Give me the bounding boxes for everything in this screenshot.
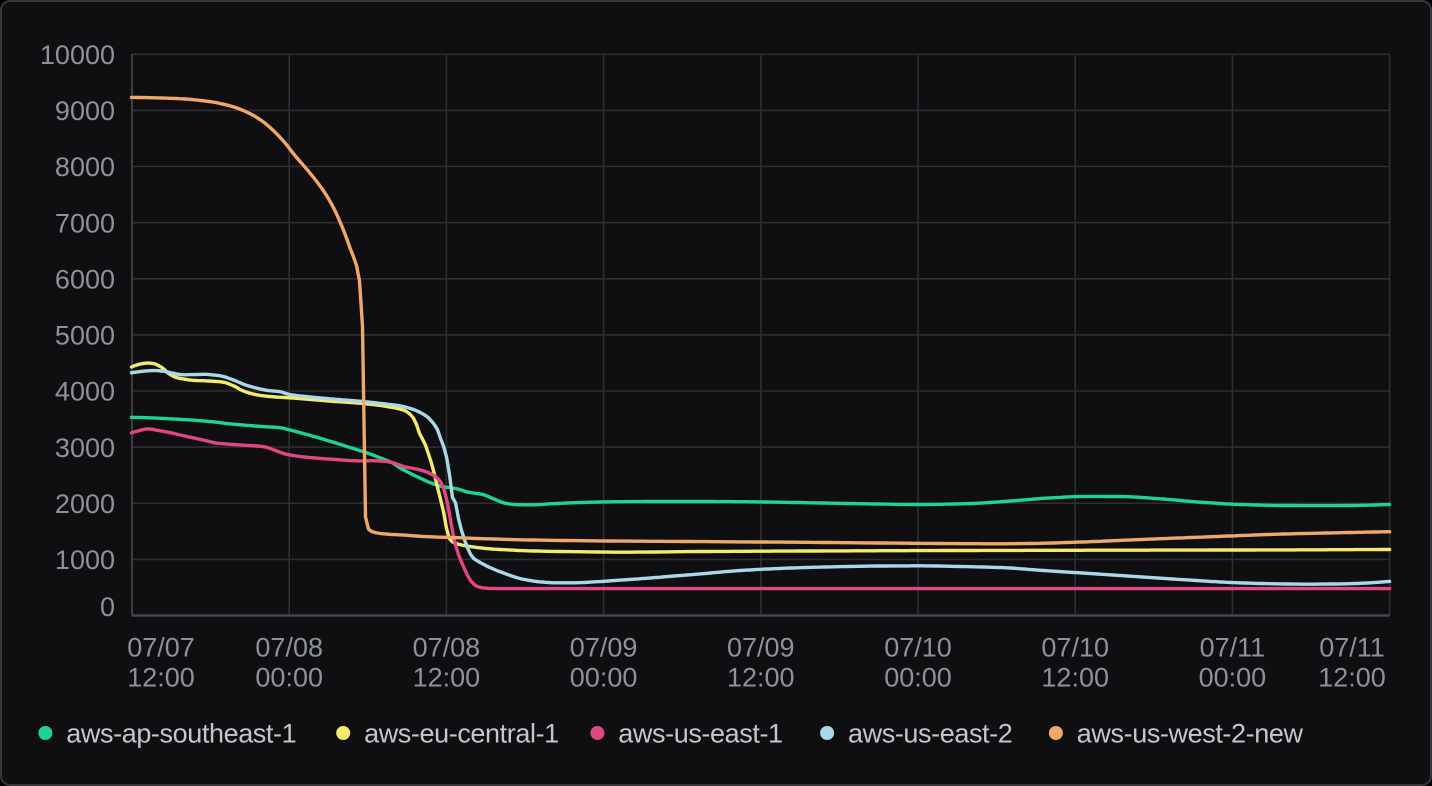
svg-text:0: 0 <box>100 592 115 622</box>
svg-text:07/11: 07/11 <box>1200 633 1266 663</box>
svg-text:07/10: 07/10 <box>884 633 952 663</box>
svg-text:12:00: 12:00 <box>1318 662 1386 692</box>
svg-text:6000: 6000 <box>55 265 115 295</box>
svg-text:12:00: 12:00 <box>127 662 195 692</box>
svg-text:5000: 5000 <box>55 321 115 351</box>
svg-text:07/10: 07/10 <box>1041 633 1109 663</box>
svg-text:07/08: 07/08 <box>413 633 481 663</box>
svg-text:aws-us-west-2-new: aws-us-west-2-new <box>1077 719 1304 749</box>
svg-text:00:00: 00:00 <box>1199 662 1267 692</box>
svg-text:07/08: 07/08 <box>255 633 323 663</box>
svg-text:12:00: 12:00 <box>413 662 481 692</box>
svg-text:07/09: 07/09 <box>727 633 795 663</box>
svg-text:12:00: 12:00 <box>1041 662 1109 692</box>
svg-text:aws-us-east-2: aws-us-east-2 <box>848 719 1012 749</box>
svg-text:07/07: 07/07 <box>127 633 195 663</box>
svg-text:4000: 4000 <box>55 377 115 407</box>
svg-text:00:00: 00:00 <box>255 662 323 692</box>
svg-text:aws-us-east-1: aws-us-east-1 <box>618 719 782 749</box>
svg-text:7000: 7000 <box>55 208 115 238</box>
svg-text:07/11: 07/11 <box>1319 633 1385 663</box>
svg-text:2000: 2000 <box>55 489 115 519</box>
svg-text:aws-eu-central-1: aws-eu-central-1 <box>364 719 559 749</box>
svg-text:aws-ap-southeast-1: aws-ap-southeast-1 <box>66 719 296 749</box>
svg-text:8000: 8000 <box>55 152 115 182</box>
svg-text:10000: 10000 <box>40 40 115 70</box>
svg-text:07/09: 07/09 <box>570 633 638 663</box>
svg-text:00:00: 00:00 <box>570 662 638 692</box>
svg-text:3000: 3000 <box>55 433 115 463</box>
svg-text:00:00: 00:00 <box>884 662 952 692</box>
svg-text:12:00: 12:00 <box>727 662 795 692</box>
svg-text:1000: 1000 <box>55 545 115 575</box>
svg-text:9000: 9000 <box>55 96 115 126</box>
